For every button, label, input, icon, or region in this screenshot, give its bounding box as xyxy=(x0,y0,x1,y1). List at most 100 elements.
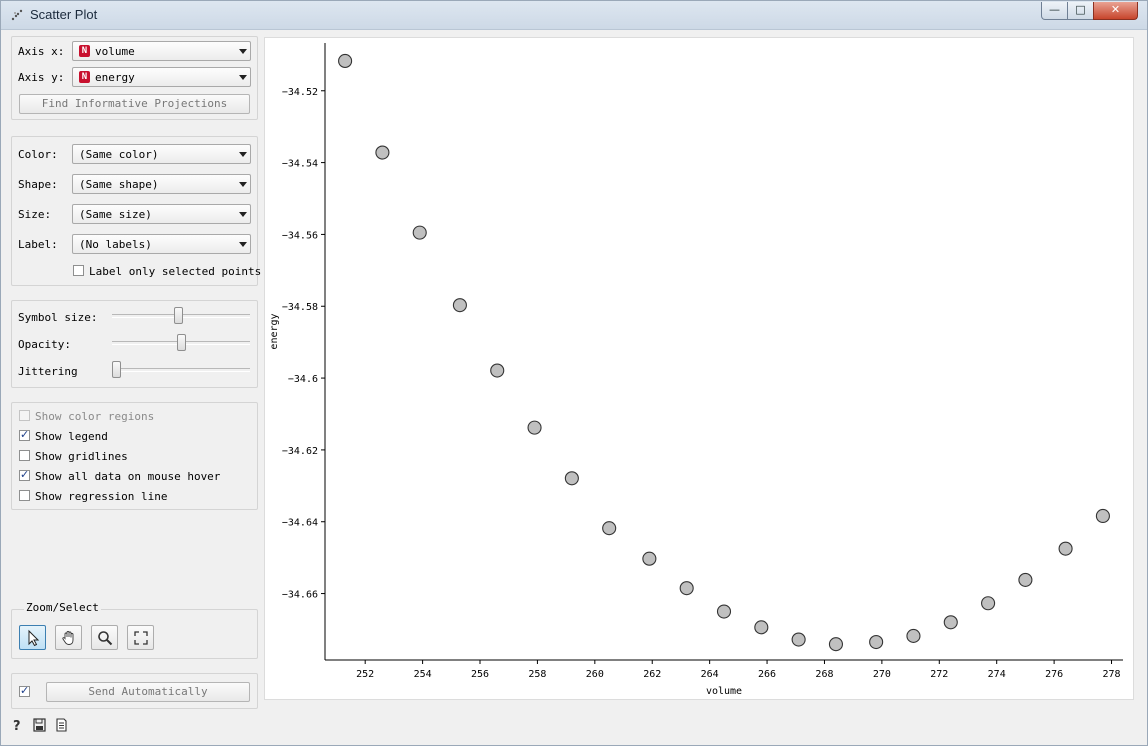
data-point xyxy=(791,632,806,647)
option-label-0: Show color regions xyxy=(35,410,155,423)
hand-pan-icon xyxy=(62,631,74,645)
title-bar[interactable]: Scatter Plot — □ ✕ xyxy=(1,1,1147,30)
data-point xyxy=(527,420,542,435)
chevron-down-icon xyxy=(239,182,247,187)
data-point xyxy=(906,628,921,643)
chevron-down-icon xyxy=(239,242,247,247)
svg-text:?: ? xyxy=(13,719,21,732)
data-point xyxy=(869,634,884,650)
select-tool-button[interactable] xyxy=(19,625,46,650)
x-tick-label: 278 xyxy=(1102,669,1120,680)
axis-x-value: volume xyxy=(95,45,135,58)
zoom-tool-button[interactable] xyxy=(91,625,118,650)
data-point xyxy=(943,615,958,630)
y-tick-label: −34.58 xyxy=(282,302,318,313)
data-point xyxy=(642,551,657,566)
pan-tool-button[interactable] xyxy=(55,625,82,650)
x-tick-label: 262 xyxy=(643,669,661,680)
data-point xyxy=(452,298,467,313)
jittering-slider-handle[interactable] xyxy=(112,361,121,378)
x-tick-label: 266 xyxy=(758,669,776,680)
data-point xyxy=(564,471,579,486)
data-point xyxy=(1018,572,1033,587)
x-tick-label: 272 xyxy=(930,669,948,680)
data-point xyxy=(754,620,769,635)
data-point xyxy=(716,604,732,619)
close-button[interactable]: ✕ xyxy=(1093,2,1138,20)
symbol-size-label: Symbol size: xyxy=(18,311,98,324)
x-tick-label: 276 xyxy=(1045,669,1063,680)
x-tick-label: 268 xyxy=(815,669,833,680)
x-tick-label: 264 xyxy=(701,669,719,680)
x-tick-label: 260 xyxy=(586,669,604,680)
option-label-2: Show gridlines xyxy=(35,450,128,463)
close-icon: ✕ xyxy=(1110,3,1121,16)
data-point xyxy=(828,637,843,652)
axis-y-label: Axis y: xyxy=(18,71,65,84)
option-checkbox-1[interactable] xyxy=(19,428,30,441)
option-checkbox-0 xyxy=(19,410,30,421)
plot-area[interactable]: 252 254 256 258 260 262 264 266 268 270 272 274 276 2… xyxy=(264,37,1134,700)
shape-combo[interactable]: (Same shape) xyxy=(72,174,251,194)
numeric-variable-icon: N xyxy=(79,45,90,57)
opacity-slider-handle[interactable] xyxy=(176,334,186,351)
x-tick-label: 252 xyxy=(356,669,374,680)
option-label-1: Show legend xyxy=(35,430,108,443)
jittering-slider-track[interactable] xyxy=(112,368,250,372)
chevron-down-icon xyxy=(239,75,247,80)
color-combo[interactable]: (Same color) xyxy=(72,144,251,164)
label-label: Label: xyxy=(18,238,58,251)
label-value: (No labels) xyxy=(79,238,152,251)
label-combo[interactable]: (No labels) xyxy=(72,234,251,254)
chevron-down-icon xyxy=(239,49,247,54)
data-point xyxy=(1095,508,1110,524)
option-checkbox-4[interactable] xyxy=(19,490,30,501)
y-tick-label: −34.62 xyxy=(282,446,318,457)
reset-zoom-button[interactable] xyxy=(127,625,154,650)
pointer-icon xyxy=(28,629,40,647)
send-automatically-button[interactable]: Send Automatically xyxy=(46,682,250,702)
x-axis-title: volume xyxy=(706,686,742,697)
scatter-chart[interactable]: 252 254 256 258 260 262 264 266 268 270 272 274 276 2… xyxy=(265,38,1133,699)
axis-y-combo[interactable]: N energy xyxy=(72,67,251,87)
jittering-label: Jittering xyxy=(18,365,78,378)
option-checkbox-3[interactable] xyxy=(19,468,30,481)
size-combo[interactable]: (Same size) xyxy=(72,204,251,224)
data-point xyxy=(602,521,617,536)
report-icon[interactable] xyxy=(55,718,68,732)
axis-x-combo[interactable]: N volume xyxy=(72,41,251,61)
data-point xyxy=(490,363,505,378)
send-automatically-checkbox[interactable] xyxy=(19,684,30,697)
y-tick-label: −34.66 xyxy=(282,590,318,601)
y-tick-label: −34.54 xyxy=(282,159,318,170)
data-point xyxy=(338,53,353,69)
maximize-button[interactable]: □ xyxy=(1067,2,1094,20)
label-only-selected-text: Label only selected points xyxy=(89,265,262,278)
find-informative-projections-button[interactable]: Find Informative Projections xyxy=(19,94,250,114)
zoom-select-label: Zoom/Select xyxy=(24,601,101,614)
y-tick-label: −34.56 xyxy=(282,230,318,241)
x-tick-label: 254 xyxy=(414,669,432,680)
help-icon[interactable]: ? xyxy=(11,718,24,732)
opacity-label: Opacity: xyxy=(18,338,71,351)
x-tick-label: 256 xyxy=(471,669,489,680)
option-checkbox-2[interactable] xyxy=(19,450,30,461)
label-only-selected-checkbox[interactable] xyxy=(73,265,84,276)
color-label: Color: xyxy=(18,148,58,161)
magnifier-icon xyxy=(98,631,113,646)
minimize-button[interactable]: — xyxy=(1041,2,1068,20)
data-point xyxy=(981,596,996,611)
numeric-variable-icon: N xyxy=(79,71,90,83)
option-label-3: Show all data on mouse hover xyxy=(35,470,221,483)
size-value: (Same size) xyxy=(79,208,152,221)
save-icon[interactable] xyxy=(33,718,46,732)
symbol-size-slider-handle[interactable] xyxy=(173,307,183,324)
x-tick-label: 274 xyxy=(988,669,1006,680)
data-point xyxy=(375,145,390,160)
chevron-down-icon xyxy=(239,212,247,217)
shape-value: (Same shape) xyxy=(79,178,159,191)
y-axis-title: energy xyxy=(269,313,280,349)
options-group xyxy=(11,402,258,510)
x-tick-label: 270 xyxy=(873,669,891,680)
maximize-icon: □ xyxy=(1075,3,1086,16)
